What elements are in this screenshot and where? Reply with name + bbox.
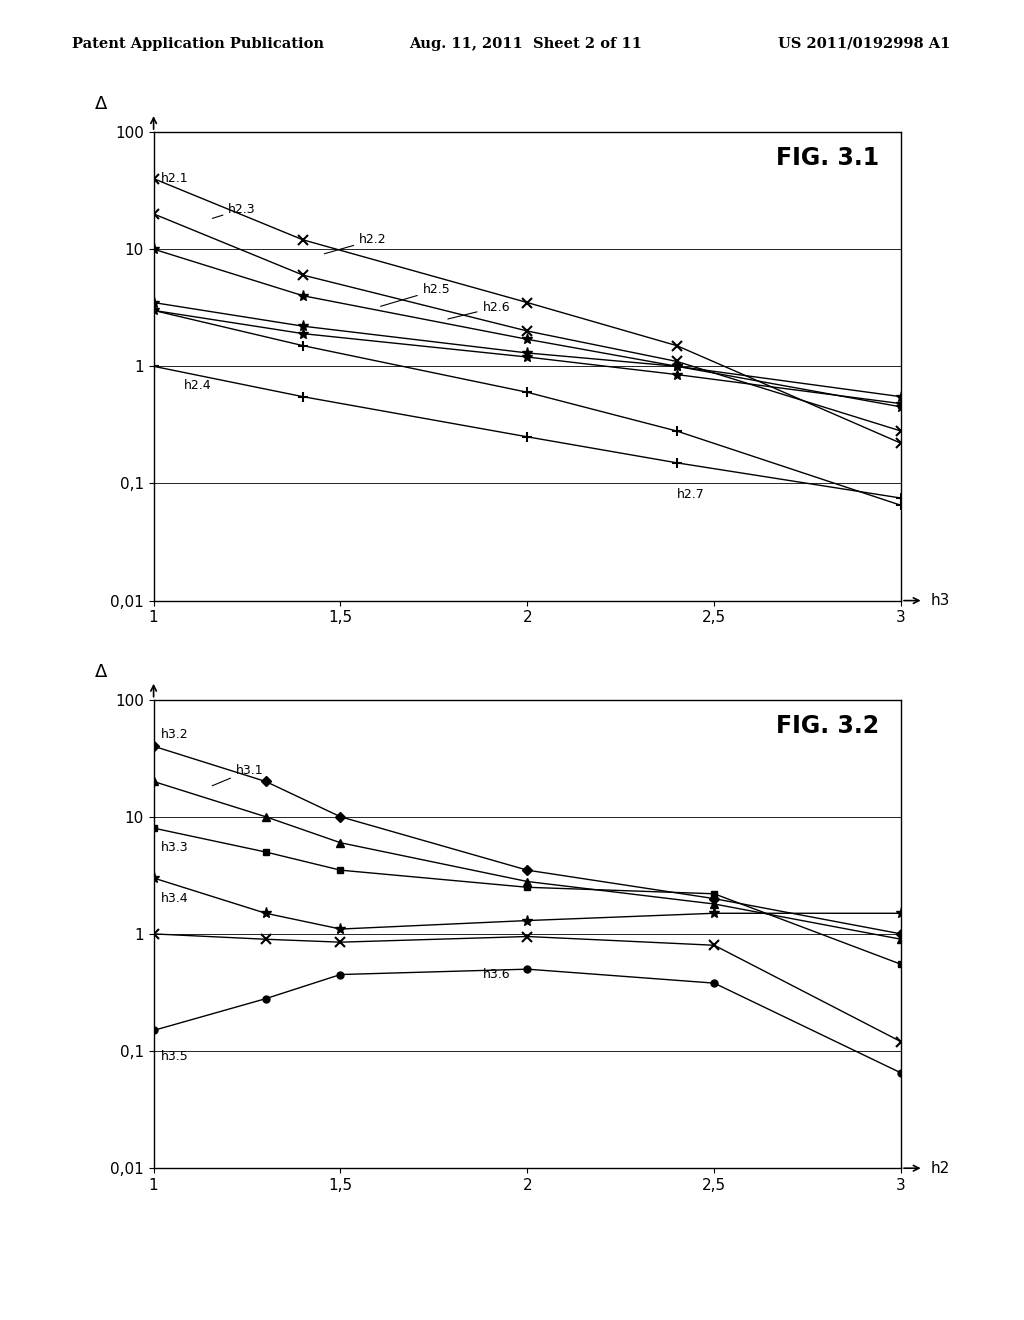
- Text: h2.1: h2.1: [161, 172, 188, 185]
- Text: h3: h3: [931, 593, 950, 609]
- Text: h3.6: h3.6: [482, 968, 510, 981]
- Text: h2.7: h2.7: [677, 488, 705, 502]
- Text: US 2011/0192998 A1: US 2011/0192998 A1: [778, 37, 950, 51]
- Text: h3.4: h3.4: [161, 892, 188, 906]
- Text: h2: h2: [931, 1160, 950, 1176]
- Y-axis label: Δ: Δ: [95, 663, 108, 681]
- Text: h3.1: h3.1: [212, 764, 263, 785]
- Y-axis label: Δ: Δ: [95, 95, 108, 114]
- Text: h3.5: h3.5: [161, 1049, 188, 1063]
- Text: h2.2: h2.2: [325, 234, 387, 253]
- Text: h2.3: h2.3: [212, 202, 256, 218]
- Text: h3.2: h3.2: [161, 729, 188, 742]
- Text: h3.3: h3.3: [161, 841, 188, 854]
- Text: FIG. 3.1: FIG. 3.1: [775, 147, 879, 170]
- Text: FIG. 3.2: FIG. 3.2: [775, 714, 879, 738]
- Text: Patent Application Publication: Patent Application Publication: [72, 37, 324, 51]
- Text: Aug. 11, 2011  Sheet 2 of 11: Aug. 11, 2011 Sheet 2 of 11: [410, 37, 643, 51]
- Text: h2.4: h2.4: [183, 379, 211, 392]
- Text: h2.5: h2.5: [381, 284, 451, 306]
- Text: h2.6: h2.6: [447, 301, 510, 319]
